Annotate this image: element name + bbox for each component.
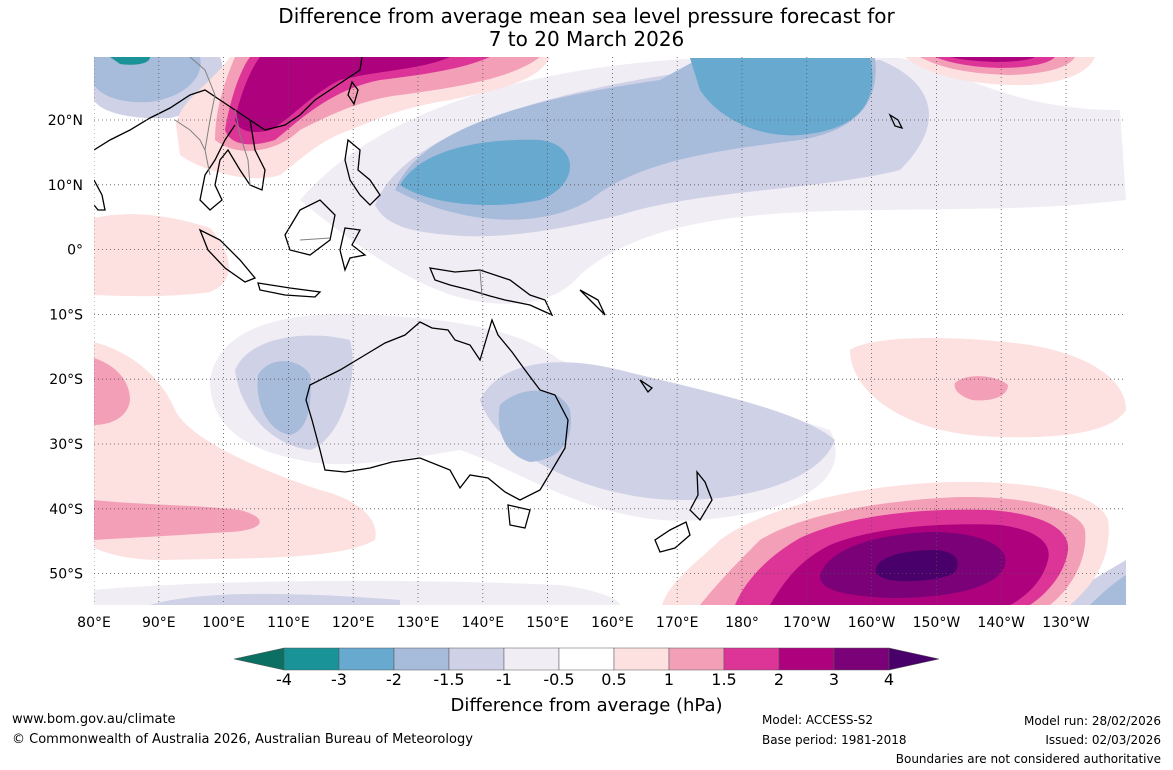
colorbar-tick-label: -3 [331,670,347,689]
country-boundaries [174,57,483,297]
colorbar-title: Difference from average (hPa) [450,695,723,716]
longitude-label: 120°E [332,615,375,631]
colorbar-swatch [393,647,450,671]
footer-model: Model: ACCESS-S2 [762,713,874,727]
latitude-label: 20°N [48,113,83,129]
chart-title-line1: Difference from average mean sea level p… [278,4,895,28]
latitude-label: 20°S [49,372,83,388]
longitude-label: 130°E [397,615,440,631]
colorbar-swatch [558,647,615,671]
longitude-label: 150°W [913,615,961,631]
longitude-label: 80°E [77,615,111,631]
latitude-label: 0° [67,243,83,259]
colorbar-swatch [723,647,780,671]
colorbar-swatch [833,647,890,671]
latitude-label: 10°N [48,178,83,194]
latitude-label: 30°S [49,437,83,453]
colorbar-tick-label: -1 [496,670,512,689]
coastlines [94,57,904,553]
colorbar-extend-high [888,647,940,671]
map-plot-area [94,57,1126,605]
longitude-label: 100°E [202,615,245,631]
colorbar-swatch [448,647,505,671]
footer-issued: Issued: 02/03/2026 [1045,733,1161,747]
positive-anomaly-shading [94,57,1126,605]
longitude-label: 90°E [142,615,176,631]
colorbar-tick-label: -4 [276,670,292,689]
colorbar-tick-label: 0.5 [601,670,627,689]
colorbar-tick-label: -0.5 [543,670,575,689]
longitude-label: 160°W [848,615,896,631]
longitude-labels: 80°E 90°E 100°E 110°E 120°E 130°E 140°E 150°E 16… [77,615,1090,631]
colorbar-extend-low [233,647,285,671]
colorbar-swatch [283,647,340,671]
latitude-label: 10°S [49,307,83,323]
graticule [94,57,1126,605]
longitude-label: 140°E [462,615,505,631]
colorbar-swatch [668,647,725,671]
footer-copyright: © Commonwealth of Australia 2026, Austra… [12,732,473,747]
colorbar-swatch [503,647,560,671]
longitude-label: 160°E [591,615,634,631]
colorbar-tick-label: 2 [773,670,785,689]
latitude-labels: 20°N 10°N 0° 10°S 20°S 30°S 40°S 50°S [48,113,83,583]
footer-model-run: Model run: 28/02/2026 [1023,714,1161,728]
colorbar-tick-label: 1 [663,670,675,689]
footer-base-period: Base period: 1981-2018 [762,733,907,747]
colorbar-tick-label: -2 [386,670,402,689]
colorbar-swatch [613,647,670,671]
latitude-label: 50°S [49,567,83,583]
colorbar [233,647,940,671]
colorbar-tick-label: 3 [828,670,840,689]
chart-title-line2: 7 to 20 March 2026 [488,27,685,51]
colorbar-swatch [778,647,835,671]
longitude-label: 170°W [783,615,831,631]
longitude-label: 180° [725,615,759,631]
longitude-label: 140°W [977,615,1025,631]
footer-disclaimer: Boundaries are not considered authoritat… [895,752,1161,766]
colorbar-tick-label: 1.5 [711,670,737,689]
colorbar-tick-label: 4 [883,670,895,689]
longitude-label: 130°W [1042,615,1090,631]
latitude-label: 40°S [49,502,83,518]
longitude-label: 170°E [656,615,699,631]
longitude-label: 150°E [526,615,569,631]
longitude-label: 110°E [267,615,310,631]
footer-url: www.bom.gov.au/climate [12,712,176,727]
colorbar-swatch [338,647,395,671]
colorbar-tick-label: -1.5 [433,670,465,689]
